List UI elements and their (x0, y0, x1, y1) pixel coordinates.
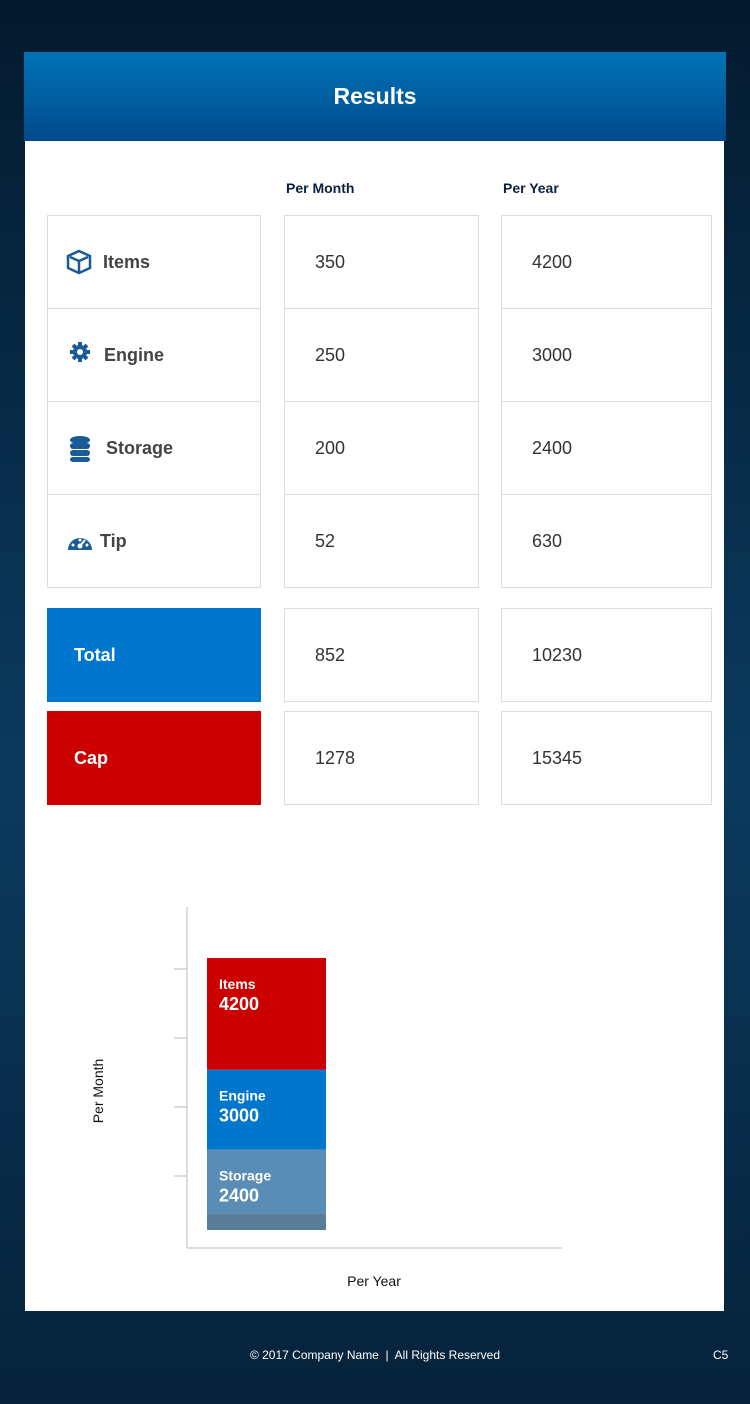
cell-value: 52 (284, 494, 479, 588)
x-axis-label: Per Year (347, 1273, 401, 1289)
cell-value: 250 (284, 308, 479, 402)
cell-value: 200 (284, 401, 479, 495)
copyright: © 2017 Company Name | All Rights Reserve… (249, 1348, 501, 1362)
column-header: Per Year (503, 180, 559, 196)
y-axis-label: Per Month (90, 1059, 106, 1124)
row-label: Engine (47, 308, 261, 402)
total-label: Cap (47, 711, 261, 805)
row-label: Items (47, 215, 261, 309)
total-value: 1278 (284, 711, 479, 805)
bar-segment (207, 1213, 326, 1230)
cell-value: 350 (284, 215, 479, 309)
bar-segment (207, 1069, 326, 1150)
total-value: 852 (284, 608, 479, 702)
header-title: Results (24, 52, 726, 141)
segment-value: 3000 (219, 1106, 259, 1126)
cell-value: 630 (501, 494, 712, 588)
axis-ticks (174, 968, 187, 1177)
total-value: 10230 (501, 608, 712, 702)
cell-value: 2400 (501, 401, 712, 495)
bar-segment (207, 958, 326, 1070)
icons (66, 249, 92, 550)
total-value: 15345 (501, 711, 712, 805)
page-number: C5 (713, 1348, 729, 1362)
segment-value: 630 (219, 1249, 249, 1269)
segment-value: 2400 (219, 1185, 259, 1205)
total-label: Total (47, 608, 261, 702)
column-header: Per Month (286, 180, 355, 196)
segment-name: Tips (219, 1231, 248, 1247)
segment-name: Items (219, 976, 256, 992)
cell-value: 3000 (501, 308, 712, 402)
cell-value: 4200 (501, 215, 712, 309)
segment-name: Engine (219, 1088, 266, 1104)
bar-segment (207, 1149, 326, 1214)
segment-name: Storage (219, 1167, 271, 1183)
segment-value: 4200 (219, 994, 259, 1014)
